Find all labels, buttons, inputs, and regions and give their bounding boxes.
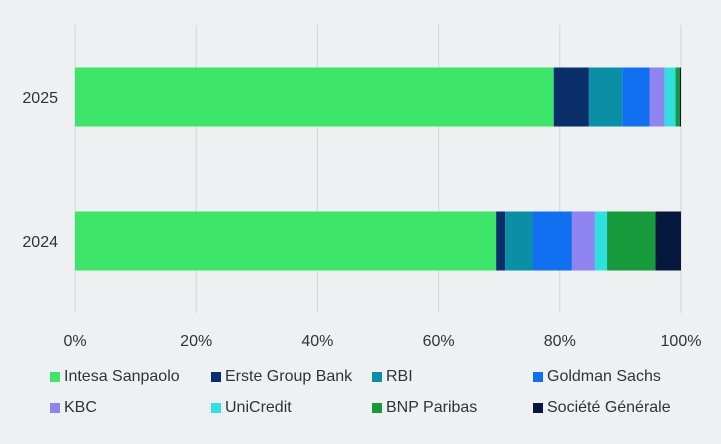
bar-segment xyxy=(622,67,650,127)
legend-item: Société Générale xyxy=(533,399,671,417)
legend-swatch xyxy=(533,372,543,382)
legend-item: KBC xyxy=(50,399,97,417)
legend-swatch xyxy=(211,403,221,413)
legend-item: Intesa Sanpaolo xyxy=(50,368,180,386)
bar-segment xyxy=(496,211,506,271)
legend-label: UniCredit xyxy=(225,399,292,416)
legend-swatch xyxy=(50,372,60,382)
bar-segment xyxy=(664,67,676,127)
legend-item: RBI xyxy=(372,368,413,386)
bar-segment xyxy=(588,67,623,127)
x-tick-label: 40% xyxy=(301,333,333,350)
legend-label: BNP Paribas xyxy=(386,399,478,416)
legend-swatch xyxy=(533,403,543,413)
x-tick-label: 100% xyxy=(661,333,702,350)
legend-label: Goldman Sachs xyxy=(547,368,661,385)
legend-item: UniCredit xyxy=(211,399,292,417)
bar-segment xyxy=(594,211,608,271)
legend-item: Erste Group Bank xyxy=(211,368,352,386)
bar-segment xyxy=(607,211,656,271)
legend-swatch xyxy=(372,372,382,382)
legend-swatch xyxy=(50,403,60,413)
x-tick-label: 60% xyxy=(423,333,455,350)
bar-segment xyxy=(571,211,595,271)
bar-segment xyxy=(532,211,572,271)
chart-legend: Intesa Sanpaolo Erste Group Bank RBI Goldma… xyxy=(0,364,721,444)
x-tick-label: 80% xyxy=(544,333,576,350)
stacked-bar-chart: 0% 20% 40% 60% 80% 100% 2025 2024 xyxy=(22,25,702,350)
legend-swatch xyxy=(211,372,221,382)
bar-segment xyxy=(75,211,497,271)
legend-label: KBC xyxy=(64,399,97,416)
legend-label: Erste Group Bank xyxy=(225,368,353,385)
legend-item: BNP Paribas xyxy=(372,399,477,417)
bar-segment xyxy=(655,211,681,271)
bar-segment xyxy=(679,67,681,127)
legend-swatch xyxy=(372,403,382,413)
bar-segment xyxy=(553,67,589,127)
y-category-label: 2025 xyxy=(22,90,58,107)
y-category-label: 2024 xyxy=(22,234,58,251)
legend-label: RBI xyxy=(386,368,413,385)
bar-segment xyxy=(675,67,680,127)
bar-segment xyxy=(505,211,533,271)
legend-label: Société Générale xyxy=(547,399,671,416)
bar-segment xyxy=(649,67,665,127)
legend-item: Goldman Sachs xyxy=(533,368,661,386)
x-tick-label: 20% xyxy=(180,333,212,350)
x-tick-label: 0% xyxy=(63,333,86,350)
legend-label: Intesa Sanpaolo xyxy=(64,368,180,385)
bar-segment xyxy=(75,67,554,127)
